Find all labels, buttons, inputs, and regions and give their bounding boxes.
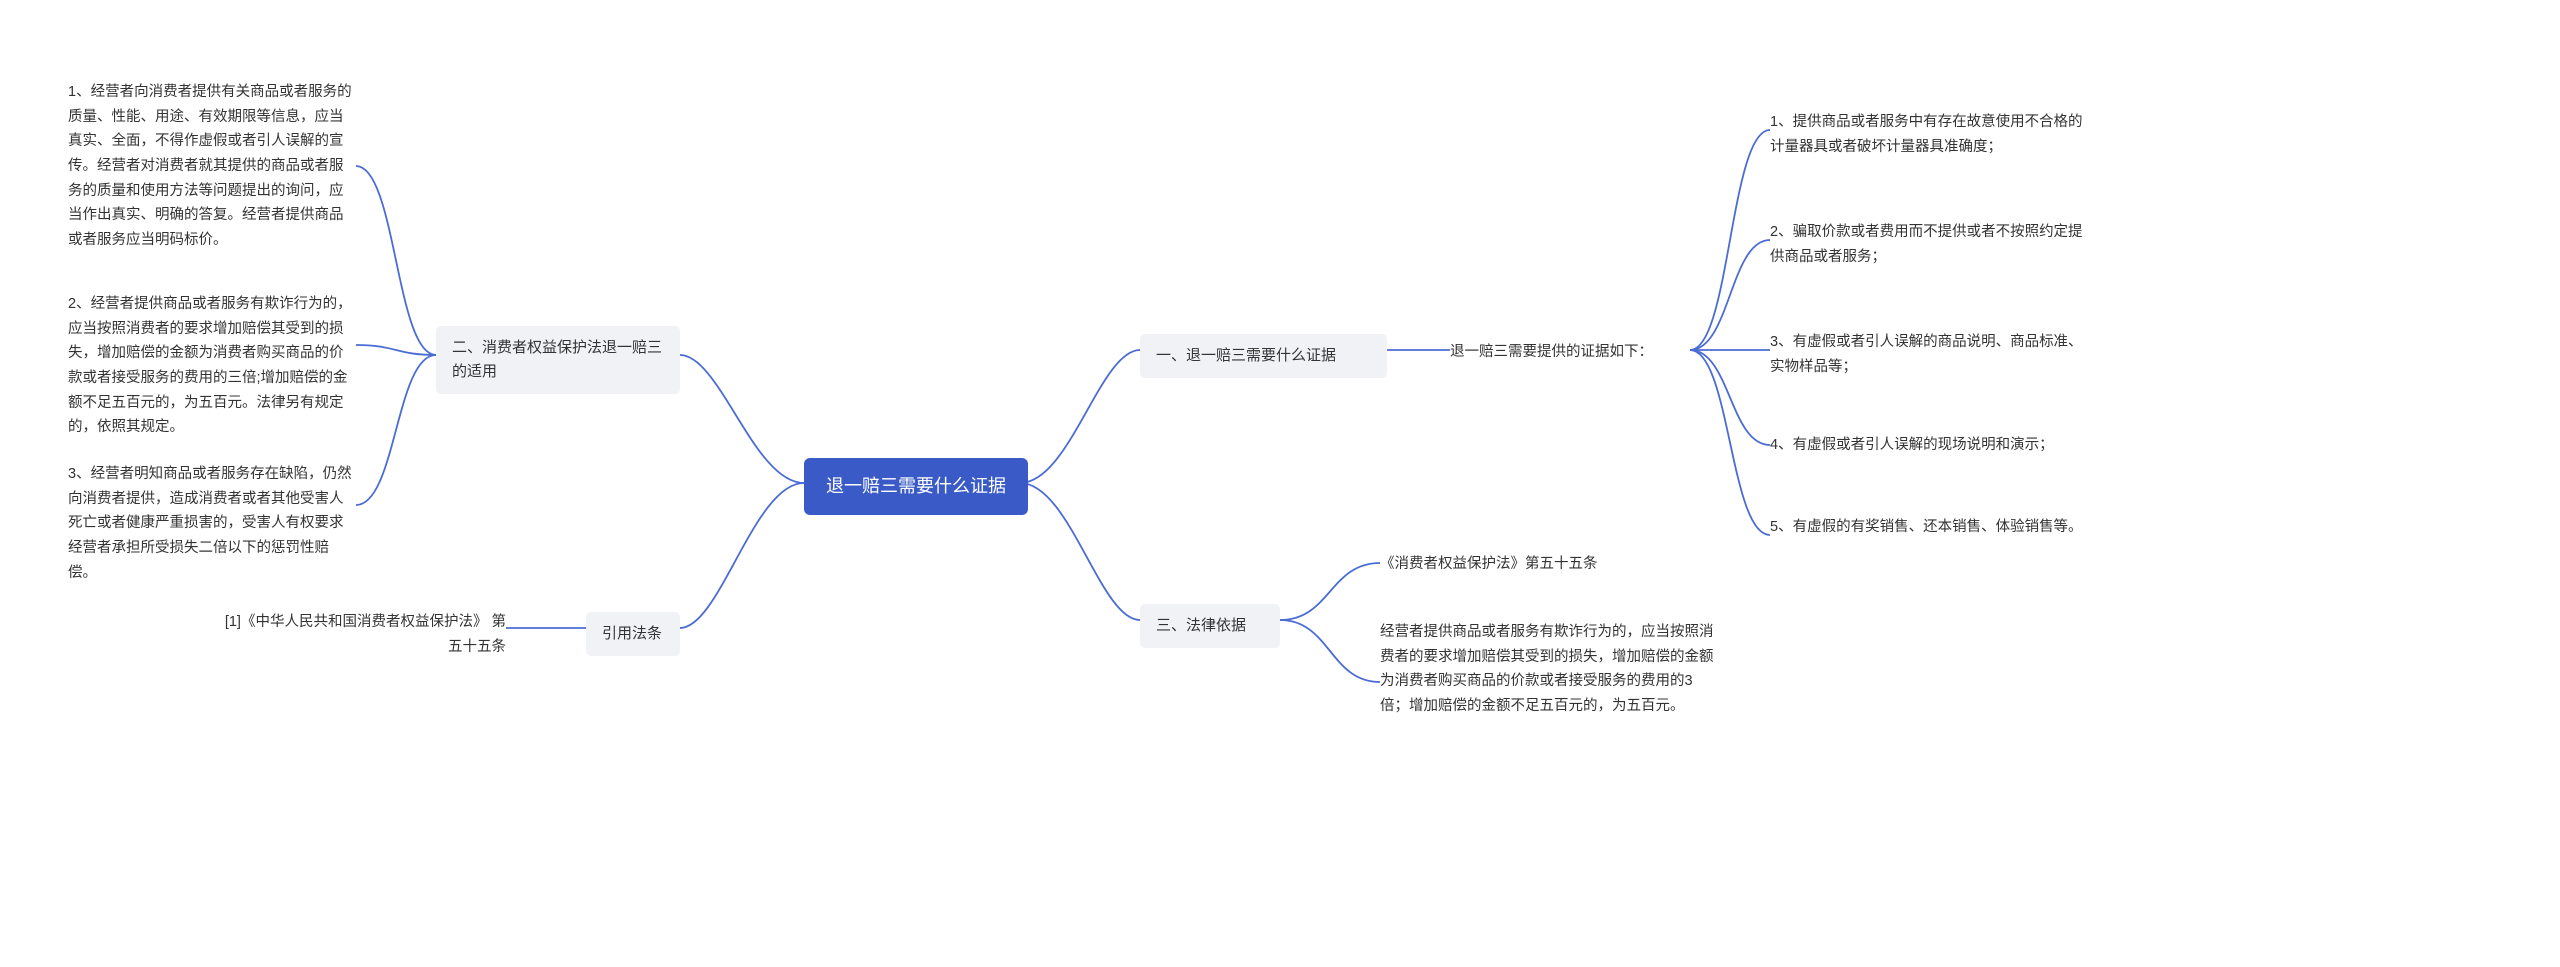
connector-lines [0, 0, 2560, 967]
leaf-l2-2: 2、经营者提供商品或者服务有欺诈行为的，应当按照消费者的要求增加赔偿其受到的损失… [68, 292, 356, 440]
branch-r1[interactable]: 一、退一赔三需要什么证据 [1140, 334, 1387, 378]
leaf-l2-3: 3、经营者明知商品或者服务存在缺陷，仍然向消费者提供，造成消费者或者其他受害人死… [68, 462, 356, 585]
leaf-r1-3: 3、有虚假或者引人误解的商品说明、商品标准、实物样品等； [1770, 330, 2090, 379]
branch-lref[interactable]: 引用法条 [586, 612, 680, 656]
root-label: 退一赔三需要什么证据 [826, 476, 1006, 496]
leaf-r1-2: 2、骗取价款或者费用而不提供或者不按照约定提供商品或者服务； [1770, 220, 2090, 269]
leaf-lref-1: [1]《中华人民共和国消费者权益保护法》 第五十五条 [212, 610, 506, 659]
leaf-l2-1: 1、经营者向消费者提供有关商品或者服务的质量、性能、用途、有效期限等信息，应当真… [68, 80, 356, 252]
leaf-r1-1: 1、提供商品或者服务中有存在故意使用不合格的计量器具或者破坏计量器具准确度； [1770, 110, 2090, 159]
leaf-r1-5: 5、有虚假的有奖销售、还本销售、体验销售等。 [1770, 515, 2090, 540]
branch-r3[interactable]: 三、法律依据 [1140, 604, 1280, 648]
leaf-r1-intro: 退一赔三需要提供的证据如下： [1450, 340, 1690, 365]
branch-r3-label: 三、法律依据 [1156, 617, 1246, 634]
leaf-r3-2: 经营者提供商品或者服务有欺诈行为的，应当按照消费者的要求增加赔偿其受到的损失，增… [1380, 620, 1720, 719]
leaf-r3-1: 《消费者权益保护法》第五十五条 [1380, 552, 1700, 577]
branch-lref-label: 引用法条 [602, 625, 662, 642]
branch-l2-label: 二、消费者权益保护法退一赔三的适用 [452, 339, 662, 380]
branch-l2[interactable]: 二、消费者权益保护法退一赔三的适用 [436, 326, 680, 394]
leaf-r1-4: 4、有虚假或者引人误解的现场说明和演示； [1770, 433, 2090, 458]
mindmap-canvas: 退一赔三需要什么证据 一、退一赔三需要什么证据 退一赔三需要提供的证据如下： 1… [0, 0, 2560, 967]
branch-r1-label: 一、退一赔三需要什么证据 [1156, 347, 1336, 364]
root-node[interactable]: 退一赔三需要什么证据 [804, 458, 1028, 515]
